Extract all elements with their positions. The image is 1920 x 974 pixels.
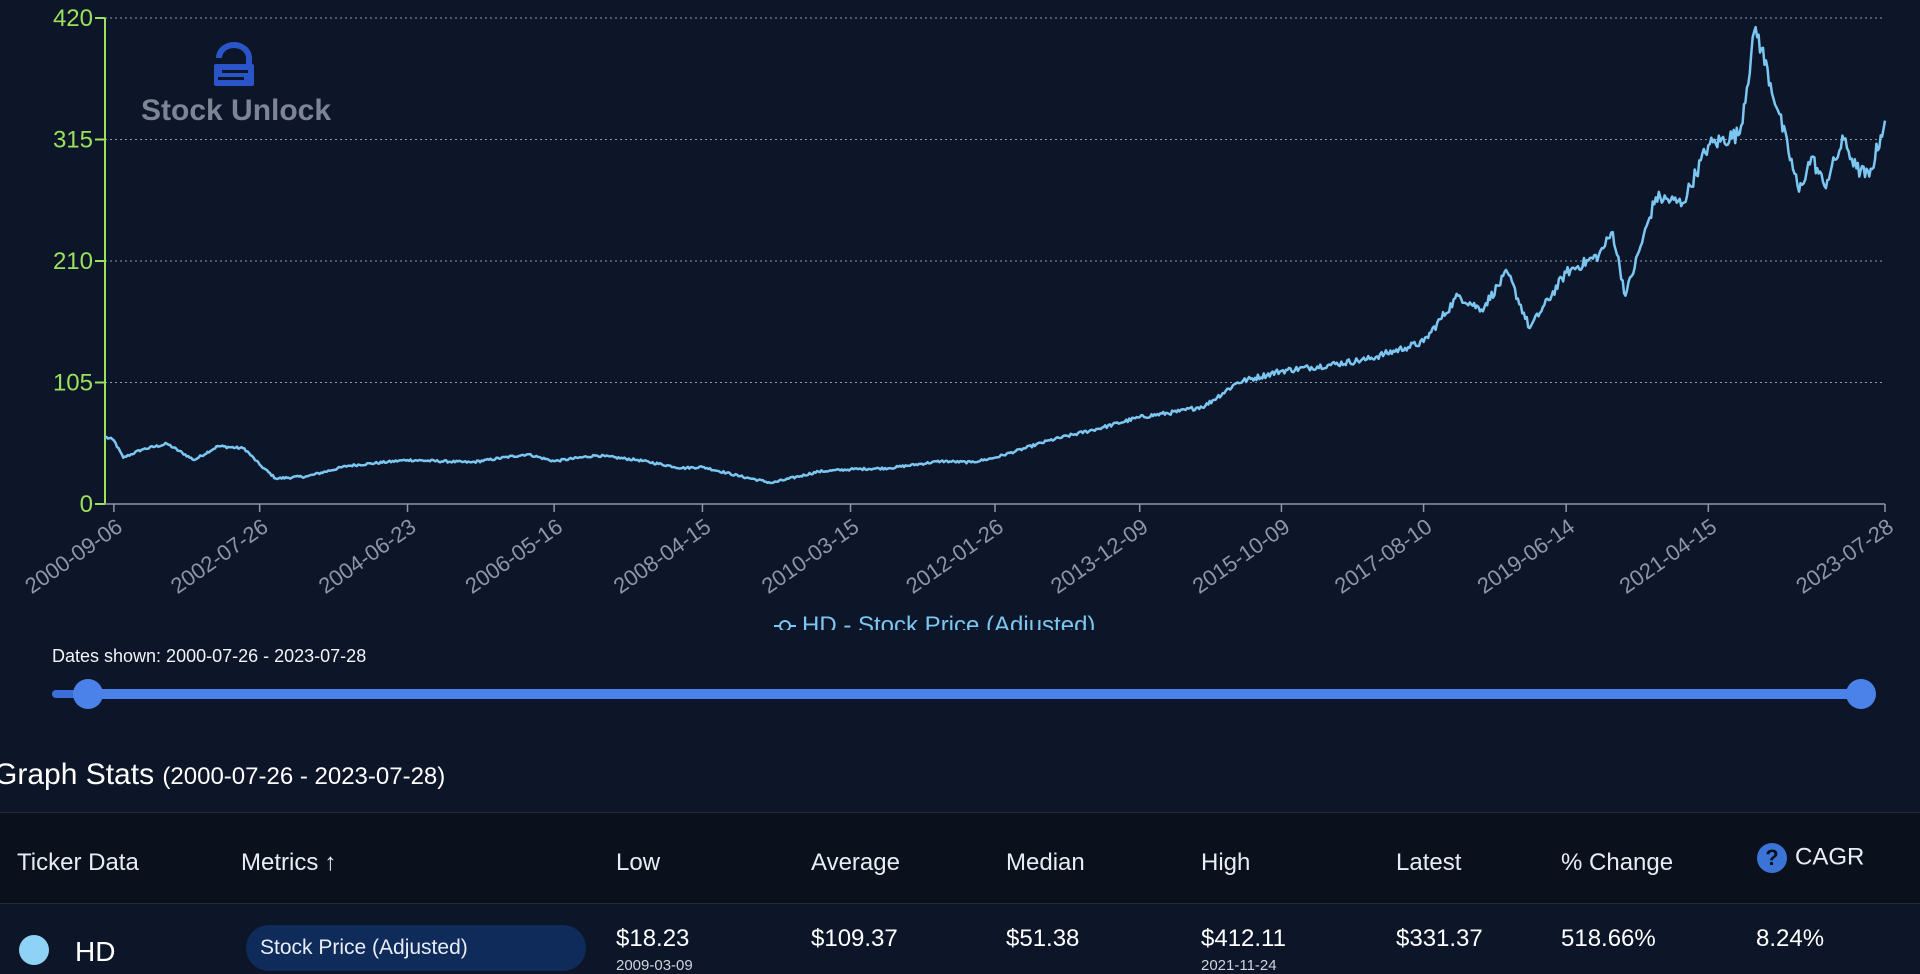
header-ticker-data[interactable]: Ticker Data bbox=[17, 849, 139, 876]
y-axis-ticks: 0 105 210 315 420 bbox=[53, 5, 105, 518]
x-tick-label: 2004-06-23 bbox=[314, 514, 421, 599]
logo: Stock Unlock bbox=[141, 42, 331, 127]
average-value: $109.37 bbox=[811, 925, 898, 952]
stats-table-header: Ticker Data Metrics ↑ Low Average Median … bbox=[0, 812, 1920, 904]
header-low[interactable]: Low bbox=[616, 849, 661, 876]
header-high[interactable]: High bbox=[1201, 849, 1251, 876]
header-metrics[interactable]: Metrics ↑ bbox=[241, 849, 336, 877]
x-tick-label: 2021-04-15 bbox=[1615, 514, 1722, 599]
date-range-end-handle[interactable] bbox=[1846, 679, 1876, 709]
header-cagr[interactable]: ? CAGR bbox=[1757, 843, 1864, 873]
high-date: 2021-11-24 bbox=[1201, 957, 1277, 974]
x-tick-label: 2013-12-09 bbox=[1046, 514, 1153, 599]
stock-price-chart: 0 105 210 315 420 2000-09-06 2002-07-26 2004-0… bbox=[20, 5, 1898, 630]
series-color-dot[interactable] bbox=[19, 935, 49, 965]
y-tick-label: 420 bbox=[53, 5, 93, 32]
legend-marker-icon bbox=[779, 620, 791, 630]
header-metrics-label: Metrics bbox=[241, 849, 319, 876]
x-tick-label: 2000-09-06 bbox=[20, 514, 127, 599]
help-icon[interactable]: ? bbox=[1757, 843, 1787, 873]
pct-change-value: 518.66% bbox=[1561, 925, 1656, 952]
legend-label: HD - Stock Price (Adjusted) bbox=[802, 612, 1095, 630]
y-tick-label: 105 bbox=[53, 370, 93, 397]
latest-value: $331.37 bbox=[1396, 925, 1483, 952]
grid-lines bbox=[105, 17, 1885, 383]
cagr-value: 8.24% bbox=[1756, 925, 1825, 952]
header-pct-change[interactable]: % Change bbox=[1561, 849, 1674, 876]
x-tick-label: 2010-03-15 bbox=[757, 514, 864, 599]
ticker-symbol: HD bbox=[75, 936, 116, 967]
low-value: $18.23 bbox=[616, 925, 690, 952]
logo-text: Stock Unlock bbox=[141, 94, 331, 127]
date-range-start-handle[interactable] bbox=[73, 679, 103, 709]
low-date: 2009-03-09 bbox=[616, 957, 693, 974]
table-row: HD Stock Price (Adjusted) $18.23 2009-03… bbox=[0, 903, 1920, 974]
header-cagr-label: CAGR bbox=[1795, 843, 1865, 871]
series-line-hd[interactable] bbox=[104, 25, 1887, 485]
sort-ascending-icon: ↑ bbox=[324, 849, 337, 876]
y-tick-label: 0 bbox=[80, 491, 93, 518]
x-tick-label: 2015-10-09 bbox=[1188, 514, 1295, 599]
graph-stats-title: Graph Stats (2000-07-26 - 2023-07-28) bbox=[0, 758, 445, 792]
x-tick-label: 2019-06-14 bbox=[1472, 514, 1579, 599]
high-value: $412.11 bbox=[1201, 925, 1286, 952]
header-median[interactable]: Median bbox=[1006, 849, 1085, 876]
metric-pill[interactable]: Stock Price (Adjusted) bbox=[246, 925, 586, 971]
lock-icon bbox=[214, 42, 254, 86]
header-average[interactable]: Average bbox=[811, 849, 900, 876]
x-tick-label: 2017-08-10 bbox=[1330, 514, 1437, 599]
x-tick-label: 2023-07-28 bbox=[1791, 514, 1898, 599]
x-tick-label: 2012-01-26 bbox=[901, 514, 1008, 599]
y-tick-label: 315 bbox=[53, 127, 93, 154]
header-latest[interactable]: Latest bbox=[1396, 849, 1462, 876]
legend[interactable]: HD - Stock Price (Adjusted) bbox=[774, 612, 1095, 630]
date-range-slider-fill[interactable] bbox=[88, 689, 1860, 699]
x-tick-label: 2006-05-16 bbox=[460, 514, 567, 599]
x-tick-label: 2008-04-15 bbox=[609, 514, 716, 599]
dates-shown-label: Dates shown: 2000-07-26 - 2023-07-28 bbox=[52, 646, 367, 666]
graph-stats-heading: Graph Stats bbox=[0, 758, 155, 791]
median-value: $51.38 bbox=[1006, 925, 1080, 952]
x-axis-ticks: 2000-09-06 2002-07-26 2004-06-23 2006-05-16… bbox=[20, 504, 1898, 599]
x-tick-label: 2002-07-26 bbox=[166, 514, 273, 599]
graph-stats-range: (2000-07-26 - 2023-07-28) bbox=[162, 763, 446, 790]
y-tick-label: 210 bbox=[53, 248, 93, 275]
